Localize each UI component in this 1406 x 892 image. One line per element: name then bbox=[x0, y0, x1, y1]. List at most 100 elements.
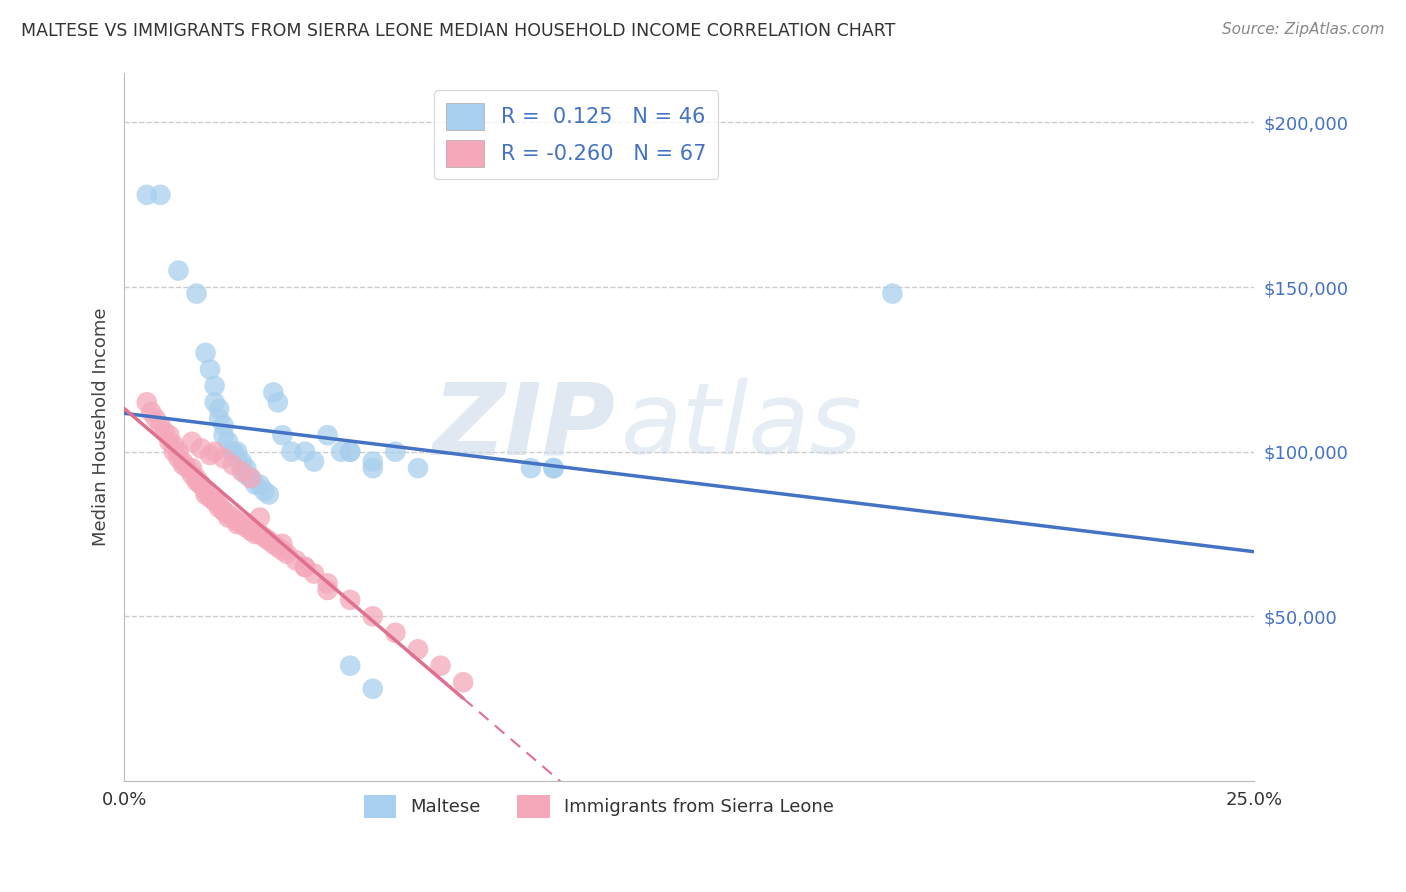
Point bbox=[267, 540, 290, 554]
Point bbox=[239, 471, 262, 485]
Point bbox=[339, 444, 361, 458]
Text: ZIP: ZIP bbox=[433, 378, 616, 475]
Point bbox=[339, 593, 361, 607]
Point bbox=[212, 451, 235, 466]
Point bbox=[429, 658, 451, 673]
Point bbox=[302, 454, 325, 468]
Point bbox=[167, 451, 190, 466]
Point bbox=[361, 461, 384, 475]
Point bbox=[157, 428, 180, 442]
Point bbox=[253, 530, 276, 544]
Point bbox=[316, 576, 339, 591]
Point bbox=[294, 560, 316, 574]
Point bbox=[239, 471, 262, 485]
Point bbox=[212, 504, 235, 518]
Point bbox=[361, 609, 384, 624]
Point bbox=[212, 504, 235, 518]
Point bbox=[172, 458, 194, 472]
Point bbox=[271, 537, 294, 551]
Point bbox=[204, 494, 226, 508]
Point bbox=[226, 444, 249, 458]
Point bbox=[204, 444, 226, 458]
Point bbox=[208, 411, 231, 425]
Point bbox=[226, 514, 249, 528]
Point bbox=[149, 418, 172, 433]
Point bbox=[339, 658, 361, 673]
Point bbox=[406, 642, 429, 657]
Point bbox=[882, 286, 904, 301]
Point bbox=[302, 566, 325, 581]
Point bbox=[194, 484, 217, 499]
Point bbox=[221, 444, 243, 458]
Point bbox=[294, 560, 316, 574]
Point bbox=[543, 461, 565, 475]
Point bbox=[194, 346, 217, 360]
Point bbox=[145, 411, 167, 425]
Point bbox=[330, 444, 353, 458]
Point bbox=[231, 517, 253, 532]
Point bbox=[208, 500, 231, 515]
Point bbox=[235, 520, 257, 534]
Point bbox=[271, 543, 294, 558]
Point bbox=[212, 418, 235, 433]
Point bbox=[262, 385, 284, 400]
Point bbox=[249, 510, 271, 524]
Point bbox=[167, 263, 190, 277]
Point bbox=[149, 187, 172, 202]
Point bbox=[198, 491, 221, 505]
Point bbox=[451, 675, 474, 690]
Point bbox=[208, 497, 231, 511]
Point bbox=[231, 465, 253, 479]
Point bbox=[316, 582, 339, 597]
Point bbox=[361, 454, 384, 468]
Text: atlas: atlas bbox=[621, 378, 863, 475]
Point bbox=[276, 547, 298, 561]
Point bbox=[221, 510, 243, 524]
Point bbox=[204, 494, 226, 508]
Point bbox=[198, 448, 221, 462]
Y-axis label: Median Household Income: Median Household Income bbox=[93, 308, 110, 546]
Point bbox=[198, 362, 221, 376]
Point bbox=[186, 471, 208, 485]
Legend: Maltese, Immigrants from Sierra Leone: Maltese, Immigrants from Sierra Leone bbox=[356, 788, 841, 825]
Point bbox=[249, 527, 271, 541]
Point bbox=[163, 438, 186, 452]
Point bbox=[135, 187, 157, 202]
Point bbox=[384, 625, 406, 640]
Point bbox=[157, 434, 180, 449]
Point bbox=[221, 458, 243, 472]
Point bbox=[235, 461, 257, 475]
Point bbox=[294, 444, 316, 458]
Point bbox=[280, 444, 302, 458]
Point bbox=[339, 444, 361, 458]
Point bbox=[217, 434, 239, 449]
Point bbox=[226, 451, 249, 466]
Point bbox=[257, 533, 280, 548]
Point bbox=[190, 477, 212, 491]
Point bbox=[221, 444, 243, 458]
Point bbox=[361, 681, 384, 696]
Point bbox=[163, 444, 186, 458]
Point bbox=[235, 467, 257, 482]
Point bbox=[253, 484, 276, 499]
Point bbox=[172, 454, 194, 468]
Point bbox=[194, 487, 217, 501]
Point bbox=[226, 517, 249, 532]
Point bbox=[231, 461, 253, 475]
Point bbox=[245, 527, 267, 541]
Point bbox=[190, 477, 212, 491]
Point bbox=[212, 428, 235, 442]
Point bbox=[543, 461, 565, 475]
Text: MALTESE VS IMMIGRANTS FROM SIERRA LEONE MEDIAN HOUSEHOLD INCOME CORRELATION CHAR: MALTESE VS IMMIGRANTS FROM SIERRA LEONE … bbox=[21, 22, 896, 40]
Point bbox=[181, 461, 204, 475]
Point bbox=[135, 395, 157, 409]
Point bbox=[186, 286, 208, 301]
Text: Source: ZipAtlas.com: Source: ZipAtlas.com bbox=[1222, 22, 1385, 37]
Point bbox=[204, 395, 226, 409]
Point bbox=[249, 477, 271, 491]
Point bbox=[257, 487, 280, 501]
Point bbox=[217, 510, 239, 524]
Point bbox=[262, 537, 284, 551]
Point bbox=[239, 524, 262, 538]
Point bbox=[181, 434, 204, 449]
